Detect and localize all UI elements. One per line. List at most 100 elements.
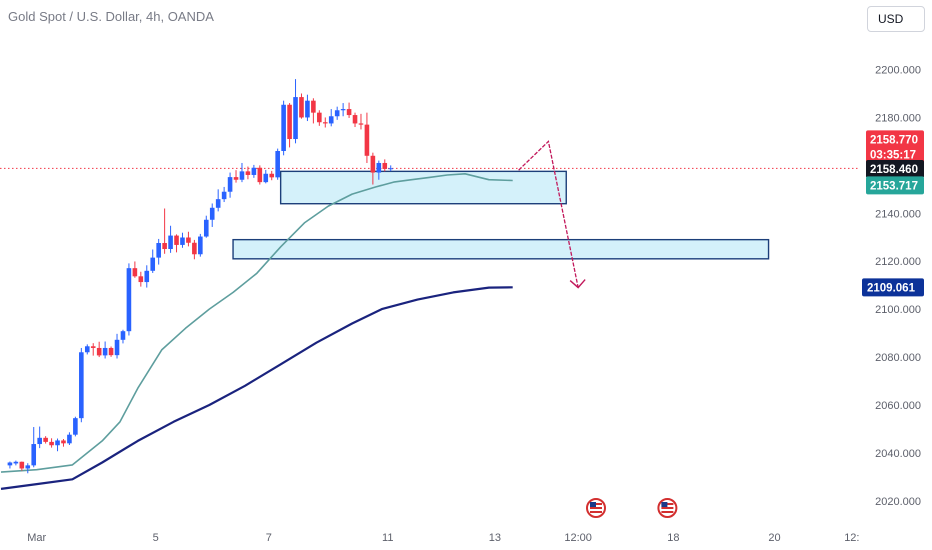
- time-tick-label: 20: [768, 532, 780, 544]
- candle: [90, 346, 96, 348]
- candle: [352, 115, 358, 124]
- projection-arrowhead: [569, 279, 586, 289]
- upper-supply-zone: [279, 170, 567, 205]
- candle: [257, 167, 263, 183]
- candle: [340, 109, 346, 111]
- candle: [275, 150, 280, 178]
- projection-arrow: [518, 140, 579, 288]
- candle-layer: [7, 79, 394, 474]
- candle: [311, 100, 316, 113]
- price-tag-layer: 2158.770 03:35:17 2158.460 2153.717 2109.061: [862, 130, 924, 297]
- candle: [233, 177, 239, 180]
- candle: [174, 235, 179, 245]
- candle: [251, 167, 257, 175]
- candle: [180, 237, 185, 245]
- candle: [239, 171, 245, 180]
- candle: [203, 219, 209, 237]
- last-price-tag: [866, 130, 924, 165]
- candle: [215, 199, 221, 208]
- price-tick-label: 2040.000: [875, 448, 921, 460]
- candle: [281, 104, 286, 151]
- candle: [305, 100, 310, 118]
- candle: [186, 237, 191, 243]
- candle: [209, 207, 215, 220]
- candle: [55, 440, 60, 446]
- zone-layer: [0, 167, 860, 260]
- price-tick-label: 2080.000: [875, 352, 921, 364]
- candle: [67, 434, 72, 444]
- candle: [162, 243, 167, 249]
- time-tick-label: Mar: [27, 532, 46, 544]
- price-tick-label: 2140.000: [875, 208, 921, 220]
- fast-moving-average-line: [0, 173, 513, 473]
- candle: [364, 124, 370, 156]
- price-tick-label: 2060.000: [875, 400, 921, 412]
- candle: [376, 162, 382, 173]
- slow-moving-average-line: [0, 286, 513, 490]
- candle: [388, 168, 394, 170]
- candle: [322, 122, 328, 124]
- candle: [144, 270, 150, 283]
- candle: [31, 444, 37, 466]
- last-price-value: 2158.770: [870, 134, 918, 146]
- candle: [13, 461, 19, 464]
- price-tick-label: 2120.000: [875, 256, 921, 268]
- time-tick-label: 7: [266, 532, 272, 544]
- candle: [126, 268, 132, 332]
- moving-average-layer: [0, 173, 513, 490]
- candle: [132, 268, 138, 277]
- candle: [37, 437, 42, 445]
- event-icon-layer: [586, 498, 678, 518]
- candle: [19, 461, 25, 469]
- candle: [156, 243, 161, 258]
- time-tick-label: 12:: [844, 532, 859, 544]
- candle: [120, 331, 126, 340]
- candle: [43, 437, 48, 442]
- candle: [245, 171, 251, 175]
- candle: [370, 155, 376, 173]
- fast-ma-price-value: 2153.717: [870, 180, 918, 192]
- projection-layer: [518, 140, 586, 289]
- candle: [114, 339, 120, 356]
- candle: [287, 104, 292, 140]
- currency-selector-button[interactable]: USD: [867, 6, 925, 32]
- time-axis[interactable]: Mar 5 7 11 13 12:00 18 20 12:: [27, 532, 859, 544]
- time-tick-label: 12:00: [564, 532, 592, 544]
- chart-title: Gold Spot / U.S. Dollar, 4h, OANDA: [8, 9, 214, 24]
- slow-ma-price-value: 2109.061: [867, 282, 916, 294]
- candle: [198, 236, 203, 255]
- bar-countdown: 03:35:17: [870, 149, 916, 161]
- candle: [108, 347, 114, 356]
- candle: [49, 441, 54, 446]
- candle: [79, 352, 84, 419]
- candle: [102, 347, 108, 356]
- candle: [73, 418, 78, 435]
- candle: [138, 276, 144, 283]
- price-tick-label: 2180.000: [875, 112, 921, 124]
- candle: [317, 112, 322, 123]
- time-tick-label: 11: [382, 532, 393, 544]
- candle: [168, 235, 173, 249]
- candle: [346, 109, 352, 116]
- candle: [25, 465, 31, 469]
- candle: [221, 191, 227, 200]
- fast-ma-price-tag: [866, 176, 924, 195]
- price-tick-label: 2100.000: [875, 304, 921, 316]
- time-tick-label: 5: [153, 532, 159, 544]
- candle: [269, 173, 275, 178]
- candle: [192, 242, 197, 255]
- price-tick-label: 2200.000: [875, 65, 921, 77]
- lower-support-zone: [232, 238, 770, 260]
- candle: [334, 110, 340, 117]
- slow-ma-price-tag: [862, 278, 924, 297]
- candle: [293, 97, 298, 140]
- candle: [7, 462, 13, 466]
- candle: [150, 257, 156, 271]
- candle: [263, 173, 269, 183]
- time-tick-label: 13: [489, 532, 501, 544]
- bid-price-value: 2158.460: [870, 164, 918, 176]
- candle: [84, 346, 90, 353]
- candle: [227, 177, 233, 192]
- candle: [299, 97, 304, 118]
